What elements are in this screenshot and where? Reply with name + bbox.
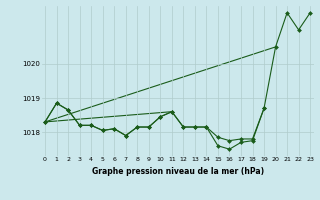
X-axis label: Graphe pression niveau de la mer (hPa): Graphe pression niveau de la mer (hPa): [92, 167, 264, 176]
